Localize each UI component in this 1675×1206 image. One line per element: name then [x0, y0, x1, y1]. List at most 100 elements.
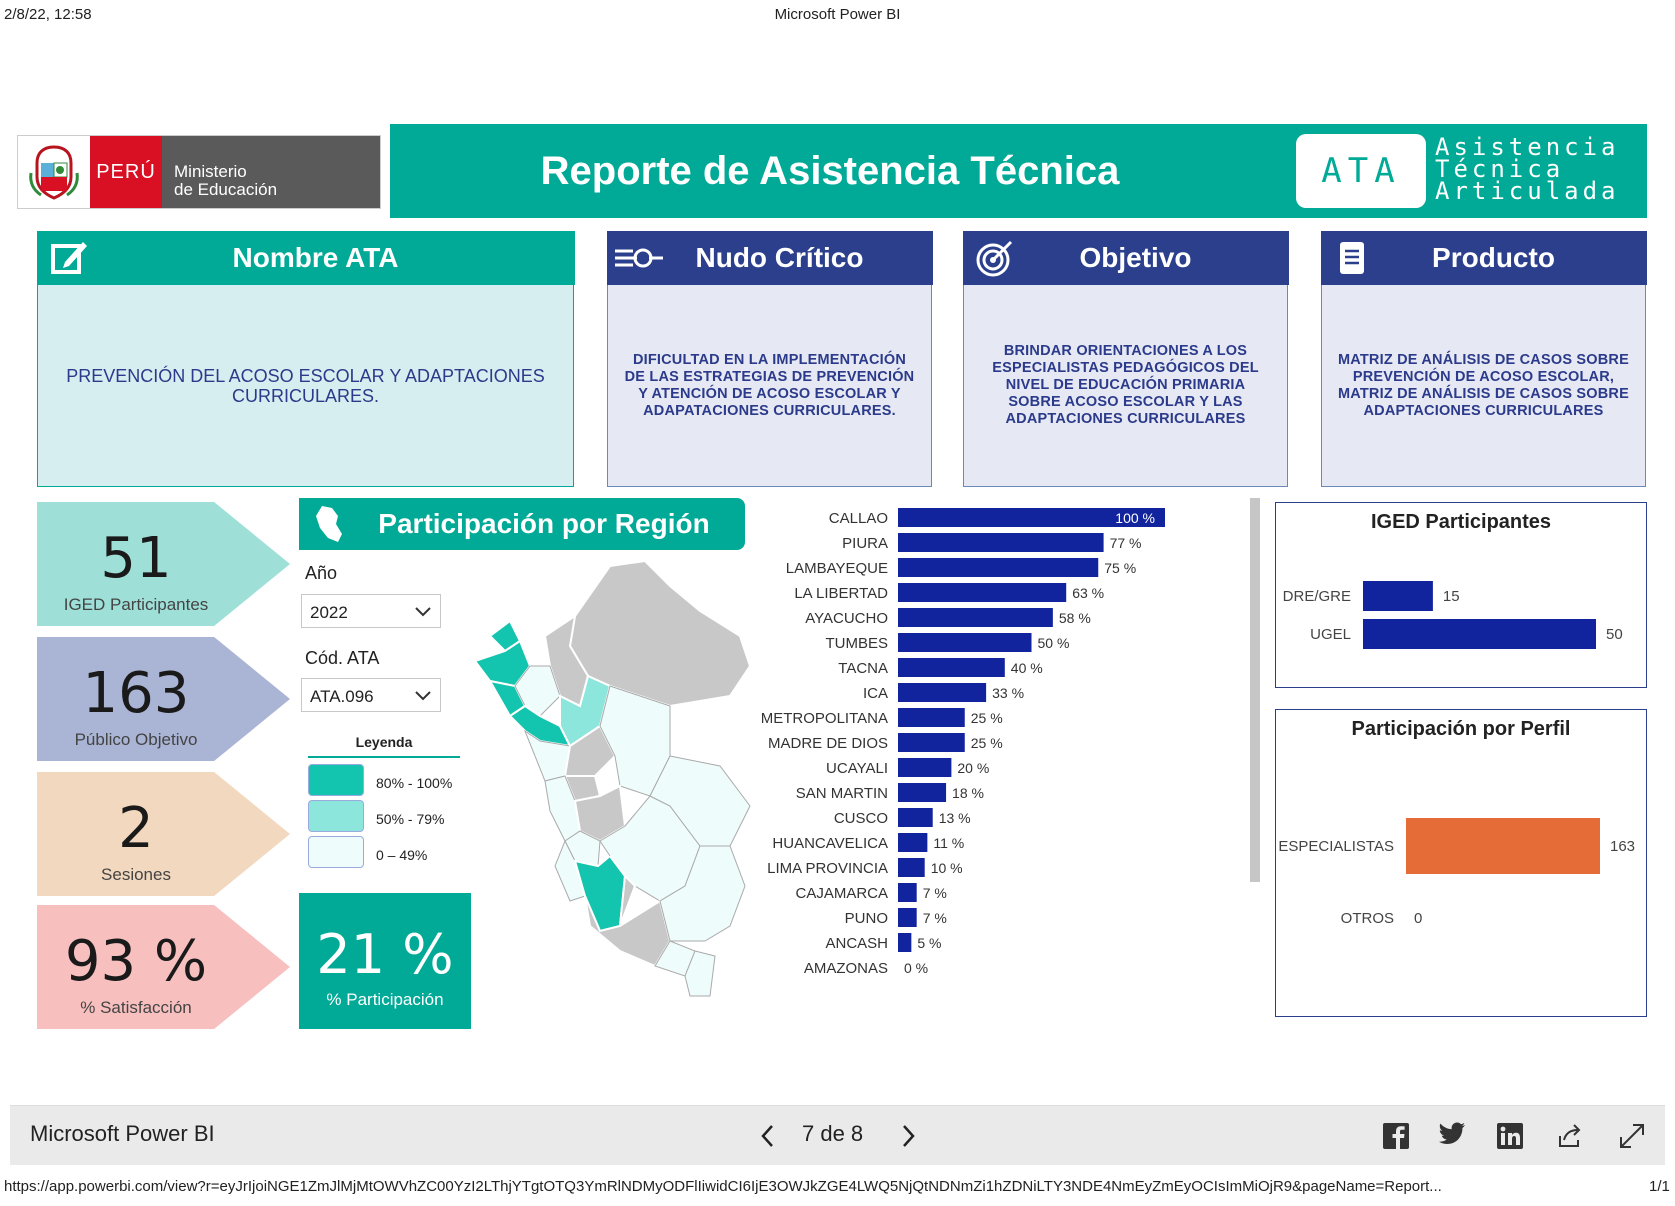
region-bar-value-tacna: 40 %: [1011, 660, 1043, 676]
region-bar-label-lima-provincia: LIMA PROVINCIA: [767, 860, 888, 877]
next-page-icon[interactable]: [898, 1122, 918, 1155]
report-title-bar: Reporte de Asistencia Técnica ATA Asiste…: [390, 124, 1647, 218]
region-bar-ucayali[interactable]: [898, 758, 952, 777]
cod-ata-value: ATA.096: [310, 687, 374, 706]
region-bar-value-amazonas: 0 %: [904, 960, 928, 976]
page-url: https://app.powerbi.com/view?r=eyJrIjoiN…: [4, 1178, 1442, 1195]
kpi-publico-label: Público Objetivo: [74, 730, 198, 749]
kpi-satisfaccion-value: 93 %: [64, 929, 208, 994]
ata-full-line2: Técnica: [1435, 155, 1565, 183]
knot-icon: [607, 243, 671, 273]
region-bar-value-ayacucho: 58 %: [1059, 610, 1091, 626]
region-bar-label-lima-metropolitana: LIMA METROPOLITANA: [760, 710, 888, 727]
iged-panel: IGED Participantes DRE/GRE 15 UGEL 50: [1275, 502, 1647, 688]
iged-value-ugel: 50: [1606, 626, 1623, 643]
kpi-satisfaccion: 93 % % Satisfacción: [37, 905, 290, 1029]
kpi-sesiones: 2 Sesiones: [37, 772, 290, 896]
perfil-value-especialistas: 163: [1610, 838, 1635, 855]
iged-bar-ugel[interactable]: [1363, 619, 1596, 649]
iged-label-ugel: UGEL: [1310, 626, 1351, 643]
logo-ministry-line2: de Educación: [174, 180, 278, 199]
map-region-tacna[interactable]: [684, 950, 716, 997]
region-bar-cusco[interactable]: [898, 808, 933, 827]
anio-dropdown[interactable]: 2022: [301, 594, 441, 628]
edit-icon: [37, 238, 101, 278]
region-bar-huancavelica[interactable]: [898, 833, 928, 852]
perfil-label-especialistas: ESPECIALISTAS: [1278, 838, 1394, 855]
region-bar-lima-provincia[interactable]: [898, 858, 925, 877]
region-bar-label-la-libertad: LA LIBERTAD: [794, 585, 888, 602]
region-bar-ica[interactable]: [898, 683, 987, 702]
card-objetivo-header: Objetivo: [962, 230, 1289, 285]
legend-label-high: 80% - 100%: [376, 775, 453, 791]
region-bar-tumbes[interactable]: [898, 633, 1032, 652]
twitter-icon[interactable]: [1438, 1122, 1466, 1151]
region-bar-san-martin[interactable]: [898, 783, 947, 802]
region-bar-ancash[interactable]: [898, 933, 912, 952]
region-bar-label-lambayeque: LAMBAYEQUE: [786, 560, 888, 577]
ata-full-line1: Asistencia: [1435, 133, 1620, 161]
cod-ata-dropdown[interactable]: ATA.096: [301, 678, 441, 712]
region-bar-la-libertad[interactable]: [898, 583, 1067, 602]
region-bar-madre-de-dios[interactable]: [898, 733, 965, 752]
region-bar-label-callao: CALLAO: [829, 510, 888, 527]
footer-brand: Microsoft Power BI: [30, 1121, 215, 1146]
cod-ata-label: Cód. ATA: [305, 648, 380, 668]
prev-page-icon[interactable]: [758, 1122, 778, 1155]
region-title: Participación por Región: [378, 508, 710, 539]
map-region-apurimac[interactable]: [609, 855, 637, 927]
document-icon: [1321, 238, 1385, 278]
region-bar-puno[interactable]: [898, 908, 917, 927]
perfil-bar-especialistas[interactable]: [1406, 818, 1600, 874]
print-date: 2/8/22, 12:58: [4, 6, 92, 23]
perfil-value-otros: 0: [1414, 910, 1422, 927]
card-producto-header: Producto: [1320, 230, 1647, 285]
region-bar-callao[interactable]: [898, 508, 1165, 527]
region-bar-ayacucho[interactable]: [898, 608, 1053, 627]
ata-badge-full: Asistencia Técnica Articulada: [1435, 133, 1620, 205]
linkedin-icon[interactable]: [1496, 1122, 1524, 1155]
region-bar-value-ancash: 5 %: [917, 935, 941, 951]
region-bar-value-callao: 100 %: [1115, 510, 1155, 526]
legend-label-mid: 50% - 79%: [376, 811, 445, 827]
fullscreen-icon[interactable]: [1618, 1122, 1646, 1155]
minedu-logo: PERÚ Ministerio de Educación: [17, 135, 381, 209]
peru-region-map[interactable]: [470, 556, 780, 1011]
ata-full-line3: Articulada: [1435, 177, 1620, 205]
card-producto-title: Producto: [1432, 241, 1555, 273]
iged-label-dre-gre: DRE/GRE: [1283, 588, 1351, 605]
region-bar-label-san-martin: SAN MARTIN: [796, 785, 888, 802]
region-bar-label-puno: PUNO: [845, 910, 888, 927]
region-bar-piura[interactable]: [898, 533, 1104, 552]
card-nudo-title: Nudo Crítico: [695, 241, 864, 273]
card-objetivo: Objetivo BRINDAR ORIENTACIONES A LOS ESP…: [962, 230, 1289, 487]
region-bar-value-la-libertad: 63 %: [1072, 585, 1104, 601]
chevron-down-icon: [414, 603, 432, 623]
region-bar-value-lima-metropolitana: 25 %: [971, 710, 1003, 726]
facebook-icon[interactable]: [1382, 1122, 1410, 1155]
perfil-panel-title: Participación por Perfil: [1351, 718, 1571, 740]
map-region-ica[interactable]: [554, 839, 586, 902]
perfil-bar-chart: ESPECIALISTAS 163 OTROS 0: [1278, 818, 1635, 927]
peru-map-icon: [299, 504, 359, 544]
share-icon[interactable]: [1556, 1122, 1584, 1155]
region-bar-value-san-martin: 18 %: [952, 785, 984, 801]
region-bar-cajamarca[interactable]: [898, 883, 917, 902]
map-region-huanuco[interactable]: [563, 724, 617, 777]
region-bar-label-ayacucho: AYACUCHO: [805, 610, 888, 627]
region-bar-lima-metropolitana[interactable]: [898, 708, 965, 727]
region-bar-tacna[interactable]: [898, 658, 1005, 677]
chart-scrollbar[interactable]: [1250, 498, 1260, 882]
iged-bar-dre-gre[interactable]: [1363, 581, 1433, 611]
card-nombre-body: PREVENCIÓN DEL ACOSO ESCOLAR Y ADAPTACIO…: [66, 365, 545, 406]
region-bar-label-ancash: ANCASH: [825, 935, 888, 952]
powerbi-footer: Microsoft Power BI 7 de 8: [10, 1105, 1665, 1165]
kpi-sesiones-label: Sesiones: [101, 865, 171, 884]
region-bar-lambayeque[interactable]: [898, 558, 1099, 577]
region-bar-value-puno: 7 %: [923, 910, 947, 926]
kpi-participacion: 21 % % Participación: [299, 893, 471, 1029]
region-bar-label-tumbes: TUMBES: [825, 635, 888, 652]
logo-ministry: Ministerio de Educación: [162, 136, 380, 208]
map-region-puno[interactable]: [659, 845, 746, 942]
region-bar-value-lima-provincia: 10 %: [931, 860, 963, 876]
